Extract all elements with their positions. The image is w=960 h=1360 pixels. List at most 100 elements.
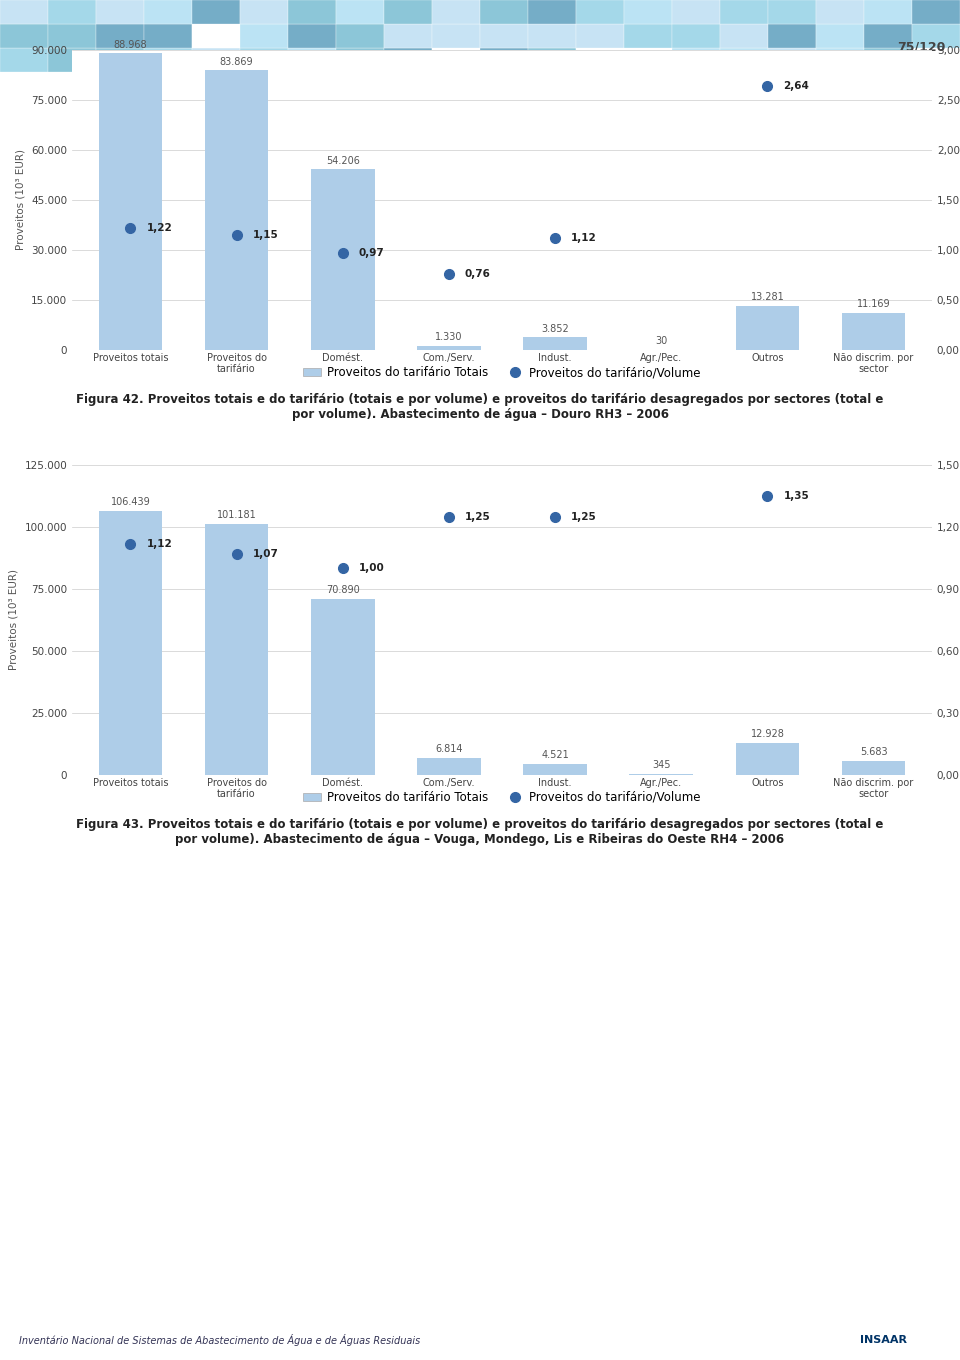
Text: Figura 42. Proveitos totais e do tarifário (totais e por volume) e proveitos do : Figura 42. Proveitos totais e do tarifár… — [76, 393, 884, 422]
Bar — [384, 0, 432, 24]
Text: Inventário Nacional de Sistemas de Abastecimento de Água e de Águas Residuais: Inventário Nacional de Sistemas de Abast… — [19, 1334, 420, 1346]
Text: 3.852: 3.852 — [541, 324, 569, 333]
Bar — [432, 48, 480, 72]
Bar — [336, 24, 384, 48]
Legend: Proveitos do tarifário Totais, Proveitos do tarifário/Volume: Proveitos do tarifário Totais, Proveitos… — [299, 362, 706, 384]
Bar — [48, 0, 96, 24]
Text: 1,25: 1,25 — [465, 511, 491, 522]
Bar — [528, 48, 576, 72]
Bar — [240, 48, 288, 72]
Bar — [311, 169, 374, 350]
Text: Figura 43. Proveitos totais e do tarifário (totais e por volume) e proveitos do : Figura 43. Proveitos totais e do tarifár… — [76, 817, 884, 846]
Text: 70.890: 70.890 — [325, 585, 360, 596]
Text: 0,97: 0,97 — [359, 248, 384, 258]
Bar — [720, 48, 768, 72]
Bar — [288, 48, 336, 72]
Text: 54.206: 54.206 — [325, 155, 360, 166]
Bar — [192, 0, 240, 24]
Y-axis label: Proveitos (10³ EUR): Proveitos (10³ EUR) — [15, 150, 26, 250]
Bar — [144, 24, 192, 48]
Text: 101.181: 101.181 — [217, 510, 256, 521]
Text: 1,25: 1,25 — [571, 511, 597, 522]
Text: 0,76: 0,76 — [465, 269, 491, 279]
Bar — [48, 48, 96, 72]
Bar — [240, 24, 288, 48]
Bar — [816, 0, 864, 24]
Bar — [624, 48, 672, 72]
Text: 30: 30 — [655, 336, 667, 347]
Bar — [735, 743, 800, 775]
Bar — [96, 48, 144, 72]
Bar — [99, 511, 162, 775]
Bar — [576, 0, 624, 24]
Bar — [720, 24, 768, 48]
Bar — [288, 0, 336, 24]
Y-axis label: Proveitos (10³ EUR): Proveitos (10³ EUR) — [9, 570, 19, 670]
Bar — [912, 24, 960, 48]
Bar — [912, 0, 960, 24]
Bar — [144, 48, 192, 72]
Text: 345: 345 — [652, 760, 670, 770]
Bar — [720, 0, 768, 24]
Text: 1,22: 1,22 — [146, 223, 172, 233]
Bar — [816, 24, 864, 48]
Bar — [523, 764, 587, 775]
Bar — [144, 0, 192, 24]
Text: 83.869: 83.869 — [220, 57, 253, 67]
Text: INSAAR: INSAAR — [860, 1336, 906, 1345]
Bar — [672, 0, 720, 24]
Bar — [816, 48, 864, 72]
Text: 1,35: 1,35 — [783, 491, 809, 500]
Bar — [912, 48, 960, 72]
Bar — [864, 48, 912, 72]
Bar — [0, 0, 48, 24]
Text: 1,12: 1,12 — [571, 233, 597, 243]
Text: 75/120: 75/120 — [898, 41, 946, 53]
Bar — [311, 600, 374, 775]
Text: 11.169: 11.169 — [856, 299, 891, 309]
Text: 88.968: 88.968 — [113, 39, 147, 50]
Text: 6.814: 6.814 — [435, 744, 463, 755]
Bar — [842, 313, 905, 350]
Bar — [384, 48, 432, 72]
Bar — [768, 24, 816, 48]
Bar — [336, 0, 384, 24]
Bar — [576, 24, 624, 48]
Bar — [417, 758, 481, 775]
Bar — [480, 0, 528, 24]
Bar — [288, 24, 336, 48]
Bar — [0, 48, 48, 72]
Bar — [432, 0, 480, 24]
Text: 13.281: 13.281 — [751, 292, 784, 302]
Text: 2,64: 2,64 — [783, 82, 809, 91]
Text: 106.439: 106.439 — [110, 498, 151, 507]
Bar — [96, 24, 144, 48]
Bar — [768, 48, 816, 72]
Legend: Proveitos do tarifário Totais, Proveitos do tarifário/Volume: Proveitos do tarifário Totais, Proveitos… — [299, 786, 706, 809]
Bar — [417, 345, 481, 350]
Bar — [528, 0, 576, 24]
Bar — [192, 48, 240, 72]
Bar — [0, 24, 48, 48]
Text: 12.928: 12.928 — [751, 729, 784, 740]
Bar — [672, 48, 720, 72]
Bar — [523, 337, 587, 350]
Bar — [735, 306, 800, 350]
Text: 1,12: 1,12 — [146, 539, 172, 548]
Bar — [96, 0, 144, 24]
Bar — [432, 24, 480, 48]
Bar — [864, 0, 912, 24]
Bar — [864, 24, 912, 48]
Bar — [192, 24, 240, 48]
Bar — [624, 24, 672, 48]
Bar — [480, 24, 528, 48]
Bar — [528, 24, 576, 48]
Text: 1,00: 1,00 — [359, 563, 384, 574]
Text: 1,15: 1,15 — [252, 230, 278, 239]
Bar — [624, 0, 672, 24]
Bar — [480, 48, 528, 72]
Bar — [204, 71, 269, 350]
Bar — [576, 48, 624, 72]
Text: 1.330: 1.330 — [435, 332, 463, 341]
Bar — [336, 48, 384, 72]
